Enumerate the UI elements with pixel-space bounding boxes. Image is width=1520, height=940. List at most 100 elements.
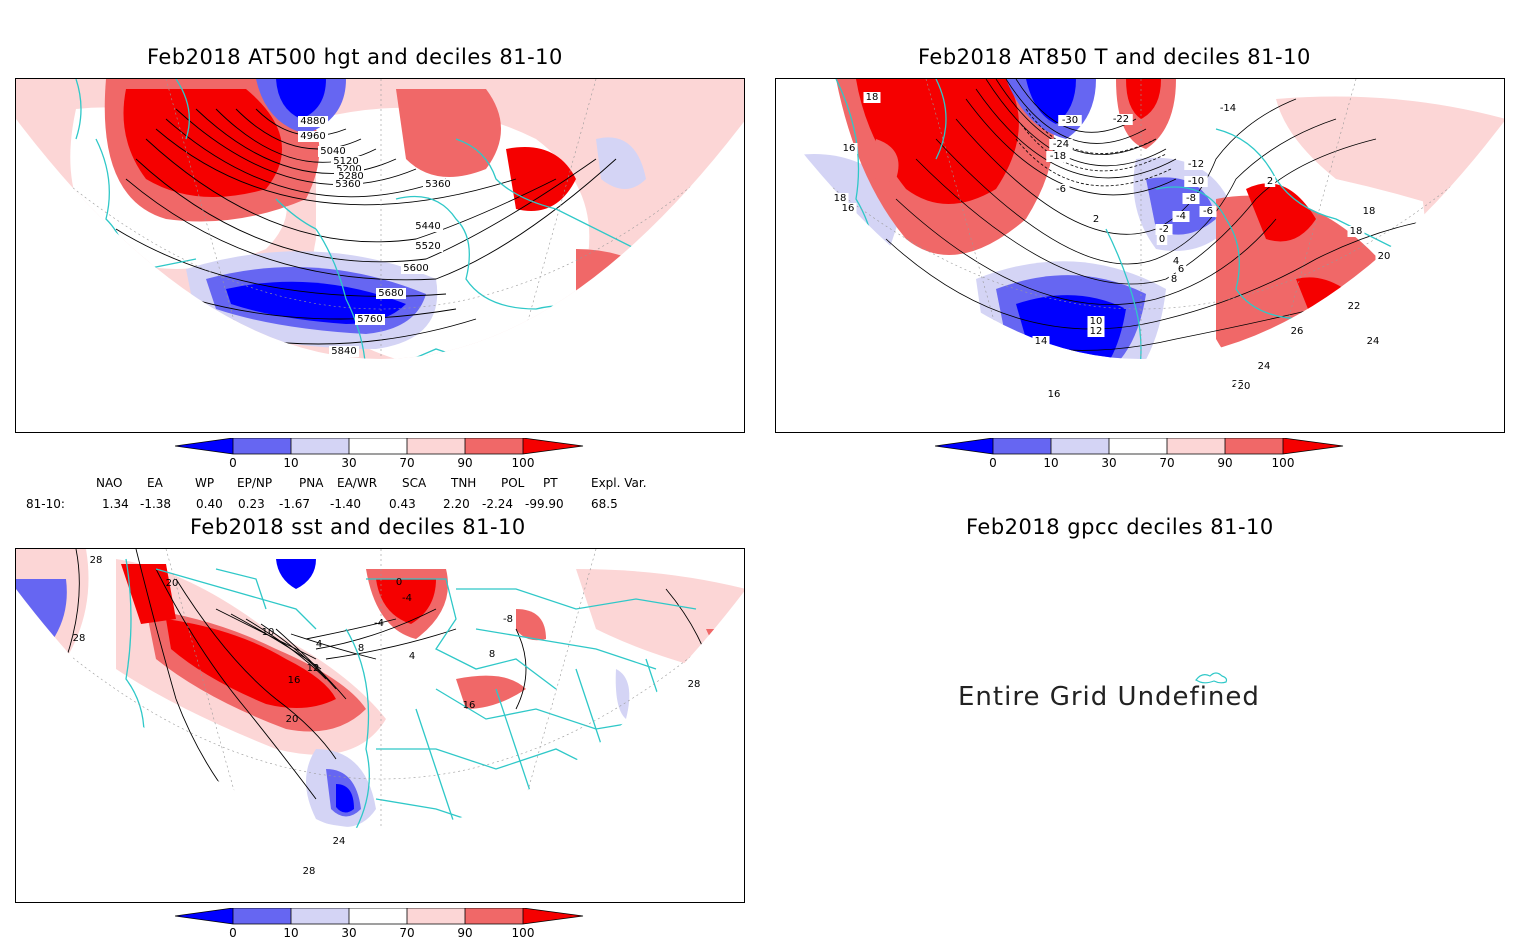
colorbar-label: 100: [511, 926, 535, 940]
contour-label: 5120: [333, 156, 358, 167]
colorbar-label: 70: [1159, 456, 1175, 470]
colorbar-segment-1: [233, 908, 291, 924]
contour-label: 28: [303, 866, 316, 877]
contour-label-box: [840, 143, 858, 154]
contour-label-box: [1184, 176, 1208, 187]
colorbar-label: 90: [457, 456, 473, 470]
index-value: 0.23: [238, 497, 265, 511]
colorbar-label: 0: [229, 926, 237, 940]
contour-label-box: [329, 346, 359, 357]
contour-label: -6: [1056, 184, 1066, 195]
contour-label-box: [1087, 326, 1105, 337]
contour-label: 20: [1238, 381, 1251, 392]
sst-contour-labels: 28 20 28 0 10 4 -4 8 12 16 20 24 28 28 4 8 -8 16 -4: [73, 555, 701, 877]
contour-label: 2: [1093, 214, 1099, 225]
contour-label: 12: [307, 663, 320, 674]
contour-label: 4880: [300, 116, 325, 127]
colorbar-label: 10: [283, 926, 299, 940]
gpcc-panel-title: Feb2018 gpcc deciles 81-10: [966, 515, 1274, 539]
index-value: -1.40: [330, 497, 362, 511]
contour-label: 10: [1090, 316, 1103, 327]
contour-label: 0: [1159, 234, 1165, 245]
contour-label-box: [1109, 114, 1133, 125]
colorbar-segment-2: [1051, 438, 1109, 454]
contour-label: 18: [866, 92, 879, 103]
contour-label: 28: [90, 555, 103, 566]
index-header: EA/WR: [337, 476, 378, 490]
sst-colorbar: 0 10 30 70 90 100: [174, 907, 585, 940]
index-value: -2.24: [482, 497, 514, 511]
contour-label: -12: [1188, 159, 1204, 170]
contour-label: -22: [1113, 114, 1129, 125]
contour-label: 20: [1378, 251, 1391, 262]
contour-label-box: [1375, 251, 1393, 262]
colorbar-label: 10: [1043, 456, 1059, 470]
colorbar-segment-3: [349, 438, 407, 454]
contour-label-box: [376, 288, 406, 299]
index-headers: NAO EA WP EP/NP PNA EA/WR SCA TNH POL PT…: [0, 476, 700, 492]
colorbar-segment-1: [233, 438, 291, 454]
sst-colorbar-svg: [174, 907, 584, 925]
contour-label: -14: [1220, 103, 1236, 114]
contour-label: 18: [834, 193, 847, 204]
contour-label-box: [839, 203, 857, 214]
contour-label-box: [1087, 316, 1105, 327]
contour-label: 5520: [415, 241, 440, 252]
index-value: -1.38: [140, 497, 172, 511]
contour-label-box: [1052, 184, 1070, 195]
colorbar-label: 30: [341, 456, 357, 470]
contour-label: 16: [463, 700, 476, 711]
contour-label-box: [1168, 274, 1180, 285]
contour-label-box: [1345, 301, 1363, 312]
colorbar-segment-5: [1225, 438, 1283, 454]
contour-label: 4: [409, 651, 415, 662]
contour-label: -4: [1176, 211, 1186, 222]
contour-label: -2: [1159, 224, 1169, 235]
contour-label-box: [298, 116, 328, 127]
contour-label: 5760: [357, 314, 382, 325]
hgt-panel-title: Feb2018 AT500 hgt and deciles 81-10: [147, 45, 563, 69]
index-value: 2.20: [443, 497, 470, 511]
contour-label: 26: [1291, 326, 1304, 337]
index-header: PT: [543, 476, 558, 490]
t850-colorbar-svg: [934, 437, 1344, 455]
index-value: -1.67: [279, 497, 311, 511]
index-header: SCA: [402, 476, 427, 490]
sst-map: 28 20 28 0 10 4 -4 8 12 16 20 24 28 28 4 8 -8 16 -4: [15, 548, 745, 903]
contour-label: -6: [1203, 206, 1213, 217]
contour-label-box: [1045, 389, 1063, 400]
contour-label: 4: [316, 639, 322, 650]
index-header: PNA: [299, 476, 324, 490]
index-header: TNH: [451, 476, 477, 490]
colorbar-label: 0: [989, 456, 997, 470]
contour-label-box: [863, 92, 881, 103]
contour-label-box: [401, 263, 431, 274]
contour-label: 5280: [338, 171, 363, 182]
colorbar-segment-0: [935, 438, 993, 454]
contour-label-box: [1288, 326, 1306, 337]
contour-label-box: [413, 241, 443, 252]
sst-map-svg: 28 20 28 0 10 4 -4 8 12 16 20 24 28 28 4 8 -8 16 -4: [16, 549, 744, 877]
colorbar-label: 30: [1101, 456, 1117, 470]
colorbar-segment-0: [175, 438, 233, 454]
contour-label-box: [1364, 336, 1382, 347]
contour-label: 8: [1171, 274, 1177, 285]
contour-label: -8: [503, 614, 513, 625]
colorbar-segment-3: [1109, 438, 1167, 454]
colorbar-label: 70: [399, 926, 415, 940]
colorbar-label: 30: [341, 926, 357, 940]
contour-label-box: [831, 193, 849, 204]
index-value: 1.34: [102, 497, 129, 511]
hgt-colorbar: 0 10 30 70 90 100: [174, 437, 585, 478]
contour-label-box: [1216, 103, 1240, 114]
contour-label: 5840: [331, 346, 356, 357]
t850-panel-title: Feb2018 AT850 T and deciles 81-10: [918, 45, 1311, 69]
colorbar-segment-1: [993, 438, 1051, 454]
contour-label-box: [1264, 176, 1276, 187]
contour-label-box: [1360, 206, 1378, 217]
contour-label: 4960: [300, 131, 325, 142]
contour-label: 10: [262, 627, 275, 638]
colorbar-segment-5: [465, 908, 523, 924]
